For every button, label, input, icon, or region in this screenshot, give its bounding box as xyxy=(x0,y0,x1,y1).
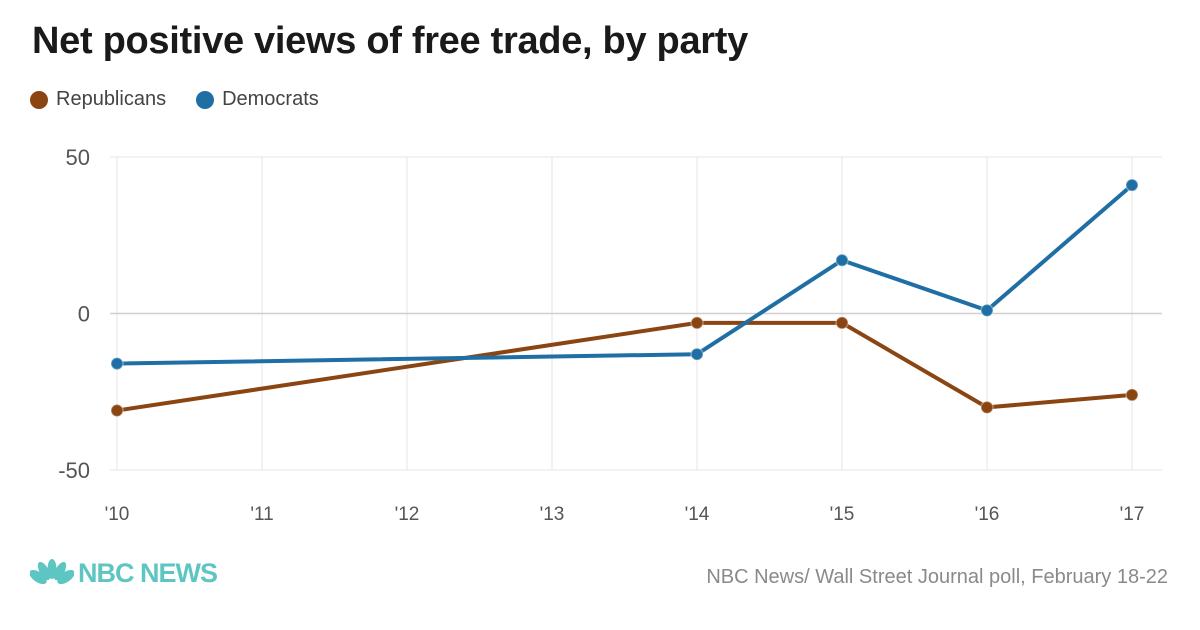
x-tick-label: '12 xyxy=(395,504,420,525)
legend-label-republicans: Republicans xyxy=(56,88,167,110)
nbc-news-logo-text: NBC NEWS xyxy=(78,558,218,588)
nbc-news-logo: NBC NEWS xyxy=(30,558,218,589)
data-point-democrats xyxy=(980,303,994,318)
x-tick-label: '17 xyxy=(1120,504,1145,525)
y-tick-label: 0 xyxy=(78,302,90,327)
legend-label-democrats: Democrats xyxy=(222,88,319,110)
x-tick-label: '10 xyxy=(105,504,130,525)
data-point-republicans xyxy=(1125,388,1139,402)
x-tick-label: '13 xyxy=(540,504,565,525)
chart-title: Net positive views of free trade, by par… xyxy=(32,20,748,62)
legend-item-democrats: Democrats xyxy=(196,88,319,111)
x-tick-label: '15 xyxy=(830,504,855,525)
data-point-democrats xyxy=(1125,178,1139,192)
y-tick-label: -50 xyxy=(58,458,90,483)
data-point-republicans xyxy=(980,400,994,415)
data-point-republicans xyxy=(835,316,849,330)
x-tick-label: '11 xyxy=(250,504,273,525)
y-tick-label: 50 xyxy=(66,145,90,170)
data-point-democrats xyxy=(835,253,849,268)
series-line-republicans xyxy=(115,320,1134,413)
legend-marker-democrats-icon xyxy=(196,90,215,109)
x-tick-label: '16 xyxy=(975,504,1000,525)
data-point-democrats xyxy=(110,356,124,371)
legend: Republicans Democrats xyxy=(30,88,349,111)
legend-marker-republicans-icon xyxy=(30,90,48,109)
source-note: NBC News/ Wall Street Journal poll, Febr… xyxy=(706,566,1168,588)
data-point-republicans xyxy=(690,316,704,330)
peacock-icon xyxy=(30,558,74,584)
x-tick-label: '14 xyxy=(685,504,710,525)
legend-item-republicans: Republicans xyxy=(30,88,166,111)
data-point-republicans xyxy=(110,403,124,418)
series-line-democrats xyxy=(115,183,1134,366)
data-point-democrats xyxy=(690,347,704,361)
